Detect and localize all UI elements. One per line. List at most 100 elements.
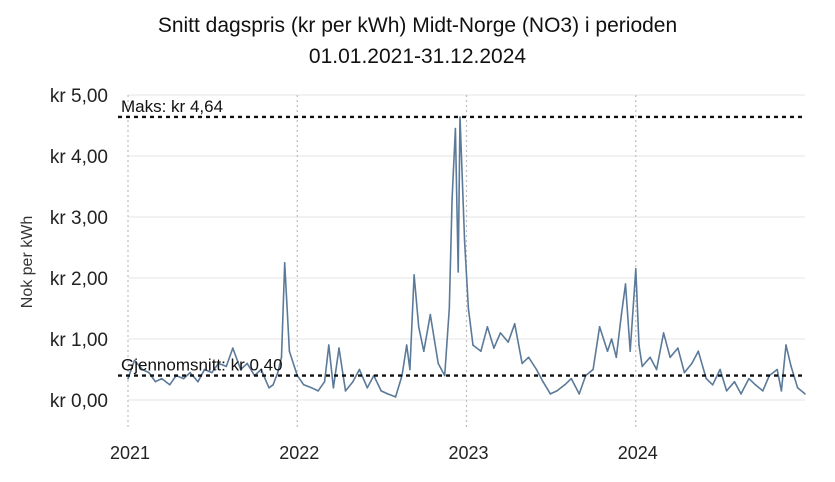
data-point — [467, 307, 470, 310]
data-point — [641, 365, 644, 368]
data-point — [394, 396, 397, 398]
data-point — [527, 356, 530, 359]
data-point — [535, 368, 538, 371]
y-axis-label: Nok per kWh — [19, 216, 36, 308]
data-point — [127, 377, 129, 380]
data-point — [317, 390, 319, 392]
data-point — [423, 350, 425, 353]
x-tick-label: 2022 — [279, 443, 319, 463]
data-point — [733, 380, 736, 383]
data-point — [386, 393, 389, 395]
reference-line-label: Gjennomsnitt: kr 0,40 — [121, 356, 283, 375]
data-point — [592, 368, 594, 371]
data-point — [239, 368, 242, 371]
data-point — [380, 390, 382, 392]
data-point — [211, 371, 213, 374]
data-point — [276, 371, 279, 374]
x-tick-label: 2021 — [110, 443, 150, 463]
data-point — [725, 390, 728, 392]
y-tick-label: kr 1,00 — [50, 330, 108, 351]
data-point — [578, 393, 580, 395]
data-point — [776, 368, 778, 371]
data-point — [472, 344, 474, 346]
data-point — [570, 377, 573, 380]
data-point — [352, 380, 354, 383]
data-point — [332, 387, 335, 389]
data-point — [610, 338, 613, 340]
data-point — [231, 347, 234, 349]
data-point — [268, 387, 270, 389]
data-point — [615, 356, 618, 359]
data-point — [272, 383, 274, 386]
data-point — [669, 356, 671, 359]
chart-title-line-2: 01.01.2021-31.12.2024 — [308, 45, 527, 68]
data-point — [606, 350, 609, 353]
reference-lines: Maks: kr 4,64 Gjennomsnitt: kr 0,40 — [118, 97, 805, 377]
chart-title-line-1: Snitt dagspris (kr per kWh) Midt-Norge (… — [157, 14, 678, 37]
data-point — [754, 383, 757, 386]
data-point — [649, 356, 651, 359]
data-point — [283, 261, 286, 264]
data-point — [796, 387, 799, 389]
data-point — [804, 393, 806, 395]
data-point — [189, 371, 191, 374]
data-point — [780, 390, 783, 392]
data-point — [323, 380, 326, 383]
data-point — [141, 368, 144, 371]
data-point — [463, 240, 466, 243]
data-point — [443, 374, 446, 377]
data-point — [549, 393, 552, 395]
data-point — [598, 326, 601, 328]
data-point — [662, 332, 665, 334]
data-point — [499, 332, 502, 334]
data-point — [454, 127, 457, 130]
data-point — [161, 377, 163, 380]
data-point — [620, 313, 623, 316]
data-point — [705, 377, 708, 380]
data-point — [366, 387, 369, 389]
data-point — [417, 326, 420, 328]
y-tick-label: kr 3,00 — [50, 208, 108, 229]
data-point — [429, 313, 432, 316]
data-point — [493, 347, 495, 349]
x-tick-label: 2023 — [448, 443, 488, 463]
data-point — [740, 393, 742, 395]
data-point — [683, 371, 686, 374]
data-point — [785, 344, 787, 346]
data-point — [448, 307, 451, 310]
data-point — [288, 350, 291, 353]
data-point — [624, 283, 627, 285]
data-point — [629, 350, 631, 353]
data-point — [182, 377, 185, 380]
data-point — [459, 116, 461, 118]
data-point — [486, 326, 489, 328]
data-point — [246, 362, 248, 365]
y-tick-label: kr 4,00 — [50, 147, 108, 168]
data-point — [638, 344, 640, 346]
y-tick-label: kr 5,00 — [50, 86, 108, 107]
data-point — [203, 368, 206, 371]
data-point — [542, 380, 544, 383]
data-point — [413, 274, 415, 276]
data-point — [711, 383, 714, 386]
data-point — [762, 390, 764, 392]
data-point — [260, 368, 262, 371]
data-point — [197, 380, 199, 383]
y-tick-label: kr 2,00 — [50, 269, 108, 290]
data-point — [409, 368, 411, 371]
data-point — [225, 365, 228, 368]
data-point — [677, 347, 679, 349]
y-tick-label: kr 0,00 — [50, 391, 108, 412]
data-point — [148, 371, 150, 374]
data-point — [405, 344, 408, 346]
data-point — [790, 365, 792, 368]
data-point — [521, 362, 523, 365]
data-point — [358, 368, 361, 371]
data-point — [480, 350, 482, 353]
data-point — [451, 197, 453, 200]
data-point — [327, 344, 330, 346]
data-point — [457, 271, 459, 273]
data-point — [507, 341, 510, 343]
data-point — [217, 362, 220, 365]
